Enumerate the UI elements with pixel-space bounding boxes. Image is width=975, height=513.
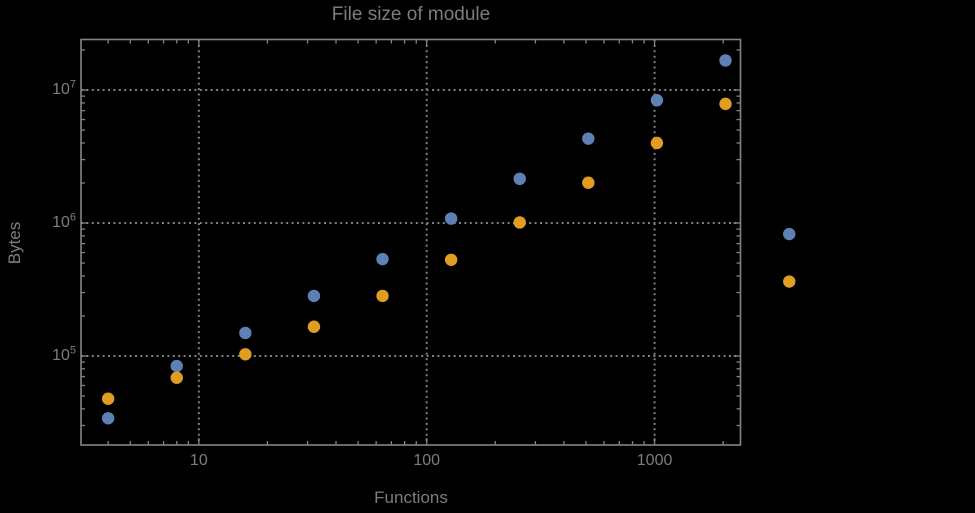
data-point-series-1-blue xyxy=(650,94,664,107)
x-axis-label: Functions xyxy=(374,488,448,507)
data-point-series-1-blue xyxy=(783,227,796,241)
data-point-series-1-blue xyxy=(307,289,321,303)
data-point-series-1-blue xyxy=(513,172,526,186)
chart-title: File size of module xyxy=(331,4,491,25)
data-point-series-2-orange xyxy=(376,289,389,303)
data-point-series-1-blue xyxy=(719,54,732,67)
data-point-series-2-orange xyxy=(444,253,458,266)
data-point-series-1-blue xyxy=(444,212,458,225)
data-point-series-2-orange xyxy=(650,136,664,150)
data-point-series-2-orange xyxy=(170,371,183,384)
data-point-series-2-orange xyxy=(582,176,595,189)
data-point-series-2-orange xyxy=(513,216,526,229)
data-point-series-1-blue xyxy=(101,412,115,425)
y-tick-label: 106 xyxy=(52,211,76,231)
y-tick-label: 107 xyxy=(52,78,76,99)
data-point-series-2-orange xyxy=(101,392,115,405)
data-point-series-2-orange xyxy=(239,348,252,361)
x-tick-label: 100 xyxy=(413,452,441,469)
data-point-series-1-blue xyxy=(582,132,595,145)
data-point-series-2-orange xyxy=(783,275,796,288)
plot-frame xyxy=(80,38,742,446)
data-point-series-2-orange xyxy=(307,320,321,333)
data-point-series-1-blue xyxy=(170,359,183,373)
data-point-series-2-orange xyxy=(719,97,732,111)
x-tick-label: 1000 xyxy=(636,452,673,469)
x-tick-label: 10 xyxy=(189,452,208,469)
data-point-series-1-blue xyxy=(239,326,252,340)
data-point-series-1-blue xyxy=(376,252,389,266)
y-tick-label: 105 xyxy=(52,344,76,364)
